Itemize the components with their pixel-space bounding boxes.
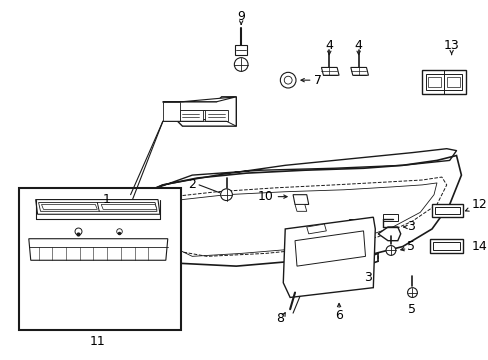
Text: 9: 9: [237, 10, 244, 23]
Text: 10: 10: [257, 190, 273, 203]
Polygon shape: [446, 77, 460, 87]
Circle shape: [407, 288, 417, 297]
Polygon shape: [292, 195, 308, 204]
Circle shape: [284, 76, 291, 84]
Circle shape: [220, 189, 232, 201]
Polygon shape: [36, 199, 160, 214]
Text: 4: 4: [325, 39, 332, 53]
Polygon shape: [432, 242, 460, 251]
Polygon shape: [163, 97, 236, 102]
Text: 6: 6: [334, 309, 342, 321]
Polygon shape: [321, 67, 338, 75]
Text: 5: 5: [406, 240, 414, 253]
Text: 5: 5: [407, 303, 416, 316]
Polygon shape: [382, 214, 397, 221]
Polygon shape: [179, 109, 203, 121]
Polygon shape: [294, 231, 365, 266]
Text: 12: 12: [470, 198, 486, 211]
Text: 11: 11: [89, 335, 105, 348]
Text: 4: 4: [354, 39, 362, 53]
Polygon shape: [204, 109, 228, 121]
Text: 2: 2: [188, 179, 196, 192]
Text: 3: 3: [364, 271, 371, 284]
Text: 8: 8: [276, 312, 284, 325]
Circle shape: [385, 246, 395, 255]
Polygon shape: [306, 224, 325, 234]
Text: 1: 1: [103, 193, 111, 206]
Polygon shape: [294, 204, 306, 211]
Polygon shape: [39, 203, 157, 211]
Text: 7: 7: [313, 74, 321, 87]
Polygon shape: [431, 204, 463, 217]
Polygon shape: [283, 217, 374, 297]
Text: 13: 13: [443, 39, 459, 53]
Polygon shape: [163, 102, 179, 121]
Text: 3: 3: [406, 220, 414, 234]
Polygon shape: [422, 70, 466, 94]
Polygon shape: [235, 45, 246, 55]
Polygon shape: [434, 207, 460, 214]
Polygon shape: [163, 97, 236, 126]
Polygon shape: [29, 239, 167, 260]
Polygon shape: [101, 204, 157, 210]
Polygon shape: [348, 219, 367, 227]
Polygon shape: [128, 156, 461, 266]
Bar: [19, 188, 180, 330]
Polygon shape: [426, 74, 462, 90]
Polygon shape: [350, 67, 367, 75]
Circle shape: [234, 58, 247, 71]
Polygon shape: [427, 77, 440, 87]
Polygon shape: [429, 239, 463, 253]
Polygon shape: [41, 204, 97, 210]
Polygon shape: [377, 227, 400, 241]
Text: 14: 14: [470, 240, 486, 253]
Circle shape: [280, 72, 295, 88]
